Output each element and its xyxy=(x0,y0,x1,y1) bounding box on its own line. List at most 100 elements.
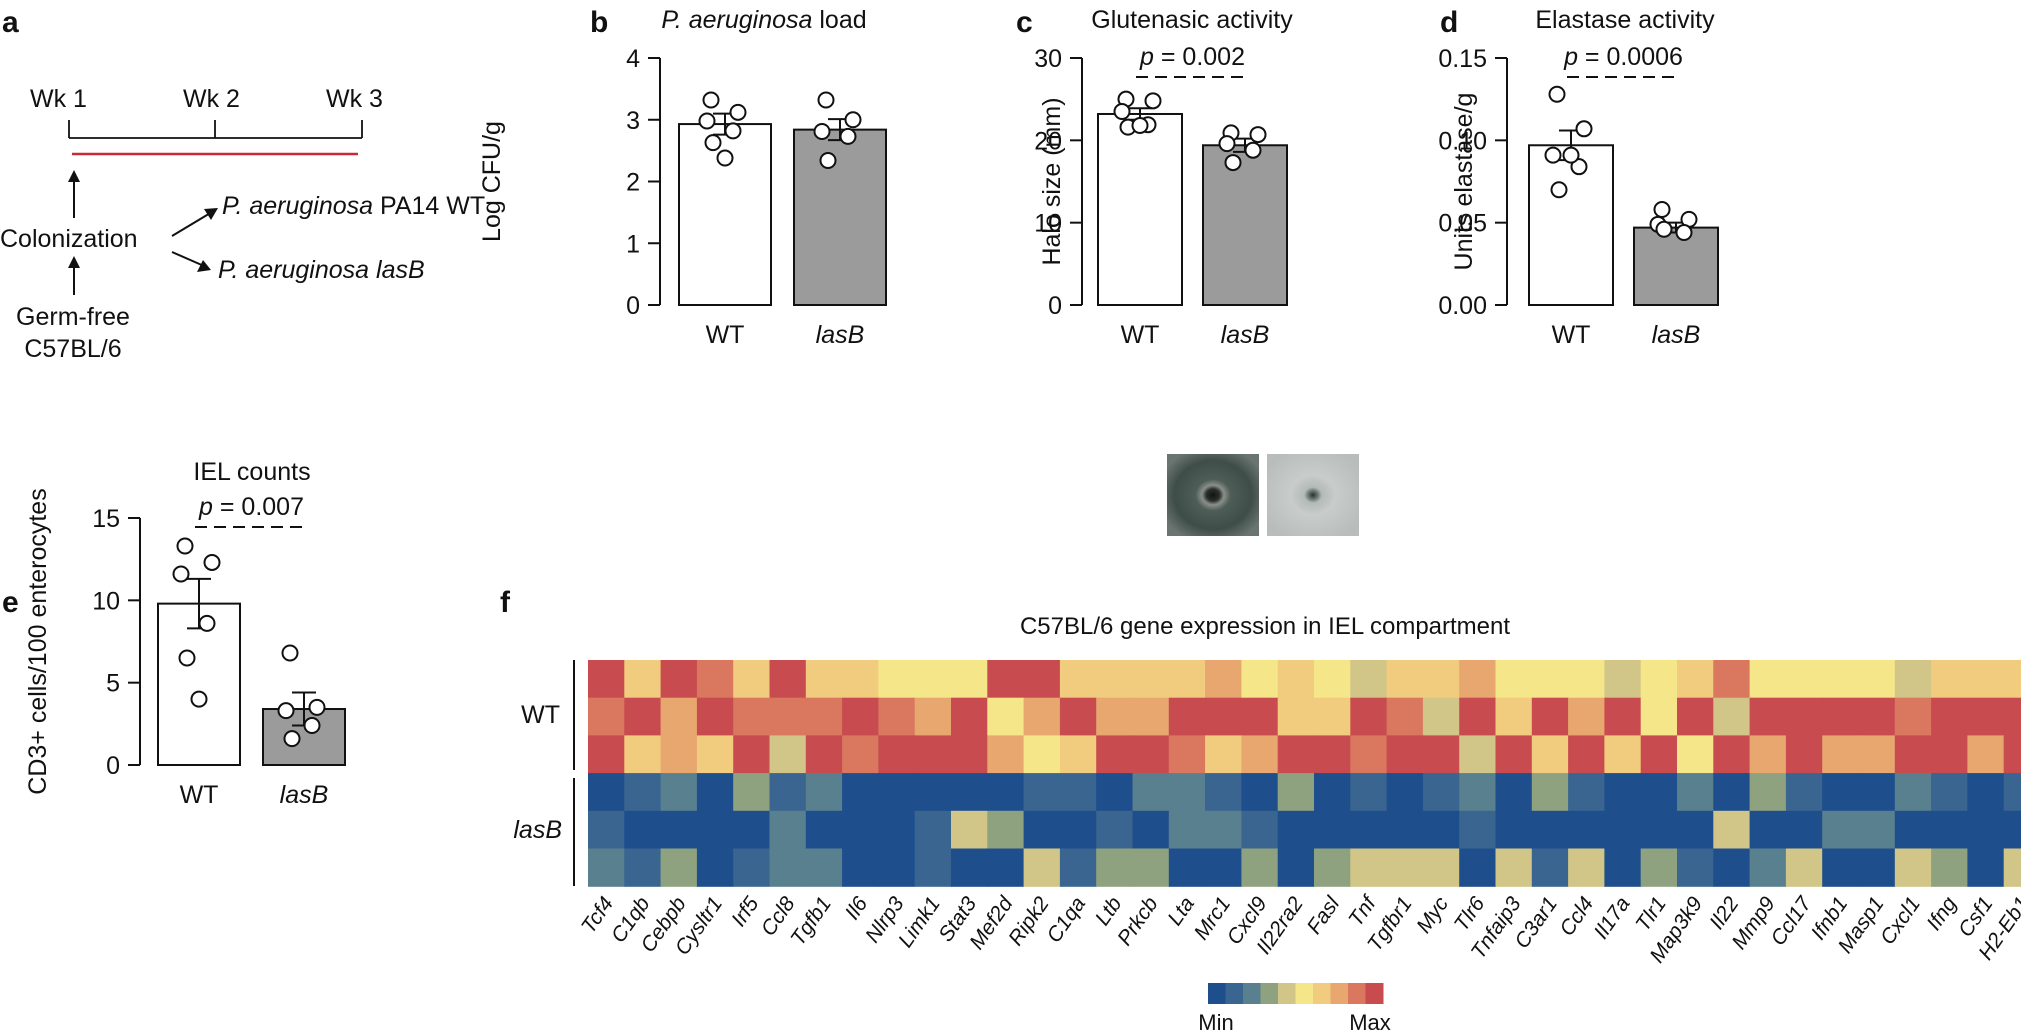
y-tick-label: 0 xyxy=(106,752,120,780)
heatmap-cell xyxy=(1314,773,1351,812)
heatmap-cell xyxy=(1459,773,1497,812)
heatmap-cell xyxy=(1459,697,1497,736)
x-tick-label: lasB xyxy=(1221,321,1270,349)
heatmap-cell xyxy=(733,810,771,850)
heatmap-cell xyxy=(733,660,771,699)
heatmap-cell xyxy=(1604,810,1642,850)
heatmap-cell xyxy=(660,697,698,736)
chart-title: IEL counts xyxy=(193,458,310,486)
heatmap-cell xyxy=(842,810,879,850)
data-point xyxy=(1575,120,1593,138)
heatmap-cell xyxy=(1495,660,1533,699)
p-symbol: p xyxy=(1139,43,1154,71)
bar-wt xyxy=(1528,144,1614,306)
heatmap-cell xyxy=(1386,773,1424,812)
data-point xyxy=(203,553,221,571)
heatmap-cell xyxy=(1241,660,1279,699)
gene-label: Myc xyxy=(1412,892,1453,937)
y-axis-label: CD3+ cells/100 enterocytes xyxy=(24,488,52,794)
heatmap-cell xyxy=(1059,773,1097,812)
heatmap-cell xyxy=(842,735,879,774)
heatmap-cell xyxy=(1713,735,1751,774)
heatmap-cell xyxy=(733,735,771,774)
heatmap-cell xyxy=(1568,848,1605,887)
heatmap-cell xyxy=(1422,697,1460,736)
heatmap-cell xyxy=(987,810,1025,850)
heatmap-cell xyxy=(1495,773,1533,812)
arrowhead-icon xyxy=(68,256,80,268)
gene-label: Il17a xyxy=(1590,893,1635,944)
heatmap-cell xyxy=(1967,848,2005,887)
chart-title-italic: P. aeruginosa xyxy=(661,6,812,34)
heatmap-cell xyxy=(1677,773,1714,812)
heatmap-cell xyxy=(878,773,916,812)
colonization-label: Colonization xyxy=(0,225,138,253)
heatmap-cell xyxy=(1277,697,1315,736)
heatmap-cell xyxy=(1967,735,2005,774)
heatmap-cell xyxy=(1568,697,1605,736)
heatmap-cell xyxy=(1604,697,1642,736)
legend-max-label: Max xyxy=(1349,1010,1391,1033)
heatmap-cell xyxy=(1350,773,1388,812)
heatmap-cell xyxy=(1168,773,1206,812)
heatmap-cell xyxy=(1640,810,1678,850)
heatmap-cell xyxy=(1096,773,1134,812)
heatmap-cell xyxy=(1205,848,1242,887)
arrowhead-icon xyxy=(204,208,218,220)
data-point xyxy=(1224,154,1242,172)
data-point xyxy=(1544,146,1562,164)
heatmap-cell xyxy=(1168,848,1206,887)
heatmap-cell xyxy=(696,735,734,774)
heatmap-cell xyxy=(1132,697,1170,736)
legend-swatch xyxy=(1225,983,1244,1004)
legend-swatch xyxy=(1208,983,1226,1004)
heatmap-cell xyxy=(1713,697,1751,736)
heatmap-cell xyxy=(1858,660,1896,699)
y-axis-label: Halo size (mm) xyxy=(1038,97,1066,265)
heatmap-cell xyxy=(1277,735,1315,774)
heatmap-cell xyxy=(1314,810,1351,850)
bar-wt xyxy=(1097,112,1183,306)
heatmap-cell xyxy=(878,660,916,699)
heatmap-cell xyxy=(1604,660,1642,699)
heatmap-cell xyxy=(1677,697,1714,736)
heatmap-cell xyxy=(1059,735,1097,774)
heatmap-cell xyxy=(951,848,988,887)
lasb-strain-label: P. aeruginosa lasB xyxy=(218,256,425,284)
legend-swatch xyxy=(1365,983,1384,1004)
heatmap-cell xyxy=(733,848,771,887)
heatmap-cell xyxy=(1677,735,1714,774)
heatmap-cell xyxy=(1277,660,1315,699)
heatmap-cell xyxy=(1059,810,1097,850)
heatmap-cell xyxy=(1205,660,1242,699)
heatmap-cell xyxy=(1604,848,1642,887)
heatmap-cell xyxy=(1132,773,1170,812)
timeline-schematic: Wk 1 Wk 2 Wk 3 Colonization Germ-free C5… xyxy=(0,85,485,363)
heatmap-cell xyxy=(1568,773,1605,812)
data-point xyxy=(1655,220,1673,238)
halo-photo-wt xyxy=(1167,454,1259,536)
heatmap-cell xyxy=(878,810,916,850)
heatmap-cell xyxy=(1677,660,1714,699)
heatmap-cell xyxy=(733,697,771,736)
heatmap-cell xyxy=(878,735,916,774)
heatmap-cell xyxy=(1713,848,1751,887)
heatmap-cell xyxy=(1422,660,1460,699)
y-axis-label: Units elastase/g xyxy=(1450,93,1478,271)
heatmap-cell xyxy=(951,660,988,699)
panel-label-f: f xyxy=(500,586,511,619)
heatmap-cell xyxy=(624,735,662,774)
heatmap-cell xyxy=(588,810,625,850)
heatmap-cell xyxy=(1205,773,1242,812)
heatmap-cell xyxy=(769,697,807,736)
heatmap-cell xyxy=(1640,660,1678,699)
data-point xyxy=(1244,141,1262,159)
heatmap-cell xyxy=(1277,848,1315,887)
data-point xyxy=(308,698,326,716)
heatmap-cell xyxy=(1495,735,1533,774)
heatmap-gene-expression: C57BL/6 gene expression in IEL compartme… xyxy=(513,613,2021,1033)
data-point xyxy=(716,149,734,167)
heatmap-cell xyxy=(951,697,988,736)
heatmap-cell xyxy=(660,773,698,812)
heatmap-cell xyxy=(1677,848,1714,887)
